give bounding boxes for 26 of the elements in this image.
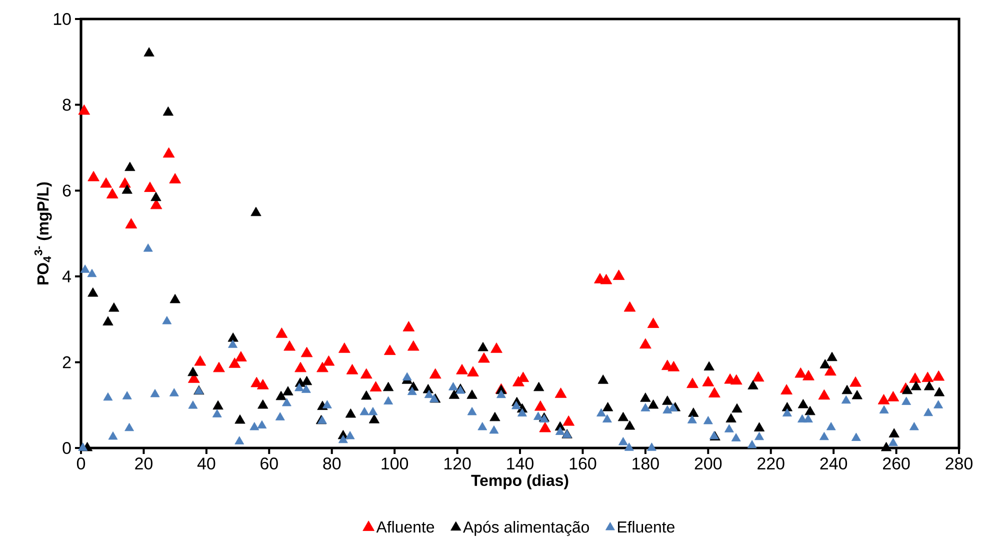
- x-tick-label: 40: [197, 458, 216, 470]
- y-tick-label: 4: [62, 270, 71, 282]
- x-tick-label: 60: [260, 458, 278, 470]
- x-tick-label: 280: [946, 458, 972, 470]
- x-tick-label: 140: [507, 458, 534, 470]
- x-tick-label: 20: [135, 458, 152, 470]
- y-tick-label: 8: [62, 98, 71, 111]
- x-axis-title: Tempo (dias): [471, 474, 568, 490]
- y-axis-title: PO$_{4}$$^{3-}$ (mgP/L): [34, 182, 52, 284]
- y-tick-label: 2: [62, 356, 71, 368]
- x-tick-label: 100: [382, 458, 408, 470]
- legend-label: Afluente: [376, 520, 434, 533]
- x-tick-label: 240: [820, 458, 848, 470]
- x-tick-label: 120: [444, 458, 471, 470]
- y-tick-label: 10: [54, 13, 71, 25]
- y-tick-label: 0: [62, 442, 71, 454]
- x-tick-label: 260: [883, 458, 910, 470]
- legend-label: Após alimentação: [463, 520, 589, 536]
- x-tick-label: 220: [758, 458, 784, 470]
- y-tick-label: 6: [62, 184, 71, 197]
- x-tick-label: 80: [323, 458, 341, 470]
- x-tick-label: 180: [632, 458, 659, 470]
- x-tick-label: 200: [694, 458, 722, 470]
- legend-label: Efluente: [618, 520, 674, 533]
- x-tick-label: 0: [76, 458, 86, 470]
- x-tick-label: 160: [570, 458, 596, 470]
